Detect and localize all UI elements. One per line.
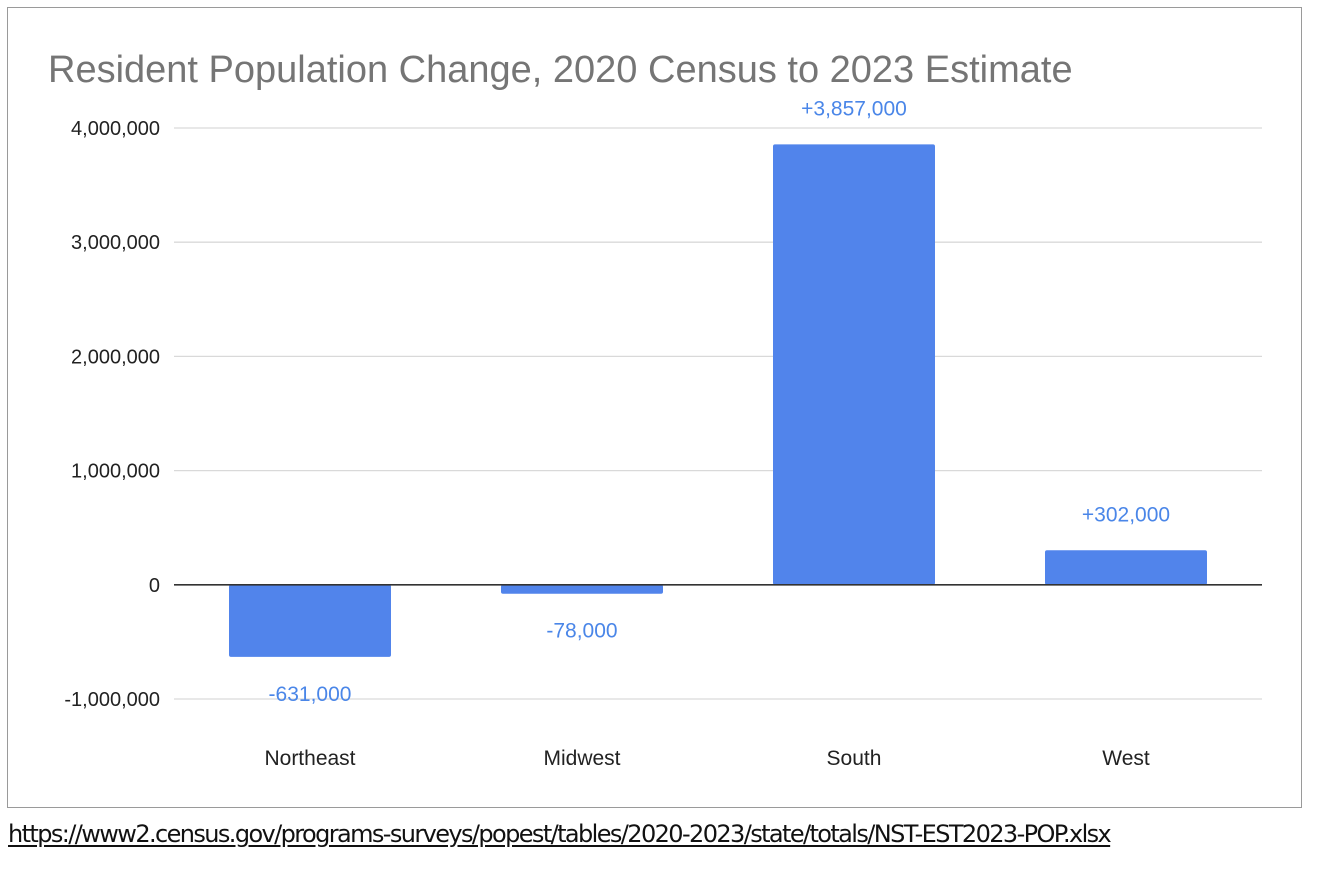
- x-category-label: West: [1102, 747, 1150, 770]
- data-label: -631,000: [269, 683, 352, 706]
- bar-west: [1045, 550, 1207, 585]
- data-labels: -631,000 -78,000 +3,857,000 +302,000: [269, 97, 1171, 706]
- bars: [229, 144, 1207, 657]
- y-tick-label: 1,000,000: [71, 461, 160, 483]
- y-axis-ticks: -1,000,000 0 1,000,000 2,000,000 3,000,000 4,…: [64, 118, 160, 711]
- data-label: -78,000: [546, 620, 617, 643]
- x-category-label: Northeast: [264, 747, 355, 770]
- gridlines: [174, 127, 1262, 700]
- y-tick-label: 0: [149, 575, 160, 597]
- x-axis-categories: Northeast Midwest South West: [264, 747, 1149, 770]
- data-label: +3,857,000: [801, 97, 907, 120]
- x-category-label: South: [827, 747, 882, 770]
- x-category-label: Midwest: [543, 747, 620, 770]
- y-tick-label: -1,000,000: [64, 689, 160, 711]
- source-link[interactable]: https://www2.census.gov/programs-surveys…: [8, 820, 1112, 848]
- bar-south: [773, 144, 935, 585]
- data-label: +302,000: [1082, 503, 1170, 526]
- bar-midwest: [501, 584, 663, 594]
- y-tick-label: 3,000,000: [71, 232, 160, 254]
- y-tick-label: 4,000,000: [71, 118, 160, 140]
- chart-frame: [7, 7, 1302, 808]
- y-tick-label: 2,000,000: [71, 346, 160, 368]
- chart-title: Resident Population Change, 2020 Census …: [48, 49, 1073, 91]
- bar-northeast: [229, 584, 391, 657]
